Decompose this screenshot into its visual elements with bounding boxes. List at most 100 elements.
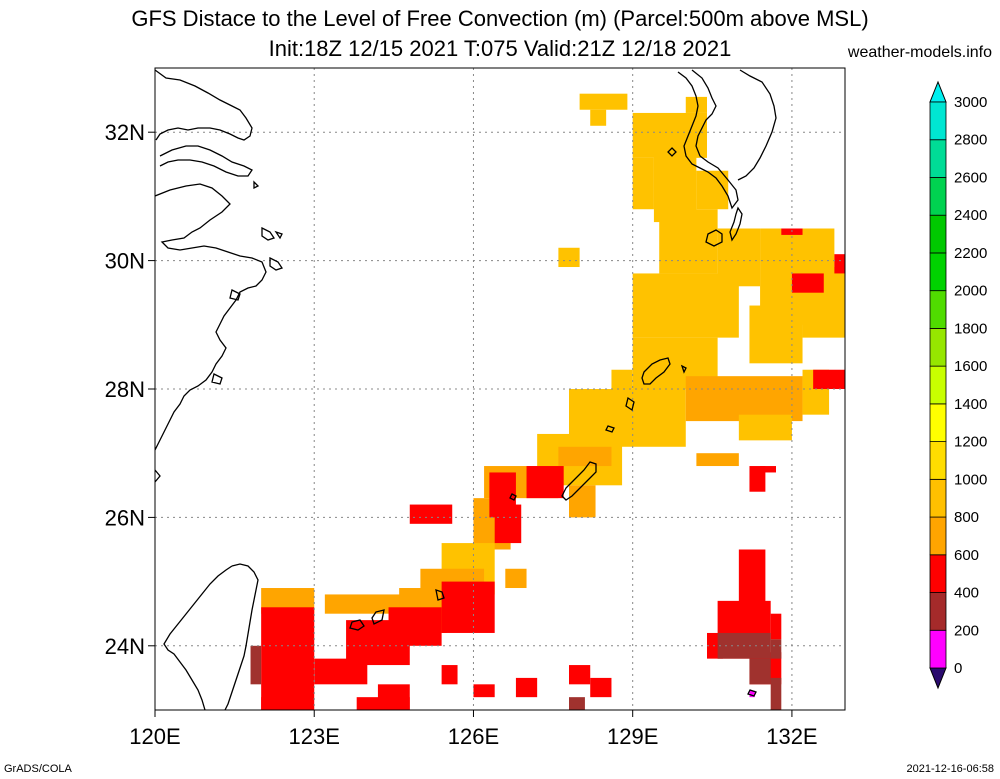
colorbar-segment: [929, 252, 947, 292]
colorbar-segment: [929, 327, 947, 367]
field-cell: [579, 93, 628, 110]
field-cell: [749, 305, 803, 364]
field-cell: [261, 697, 283, 710]
colorbar-segment: [929, 554, 947, 593]
colorbar-segment: [929, 139, 947, 178]
daito-island: [747, 689, 757, 697]
lat-tick-label: 32N: [105, 120, 145, 145]
field-cell: [515, 677, 538, 698]
colorbar-segment: [929, 290, 947, 329]
lon-tick-label: 120E: [129, 724, 180, 749]
colorbar-segment: [929, 365, 947, 405]
colorbar-label: 1000: [954, 471, 987, 488]
colorbar-label: 2600: [954, 169, 987, 186]
coastal-islands-4: [211, 373, 223, 385]
kikaijima: [680, 364, 687, 374]
colorbar-label: 600: [954, 547, 979, 564]
lat-tick-label: 26N: [105, 505, 145, 530]
colorbar-label: 3000: [954, 94, 987, 111]
kyushu-east-coast: [737, 69, 777, 181]
lat-tick-label: 24N: [105, 634, 145, 659]
amami-oshima: [641, 357, 671, 385]
yangtze-estuary: [159, 145, 253, 177]
colorbar-segment: [929, 592, 947, 631]
field-cell: [685, 96, 707, 113]
field-cell: [261, 607, 315, 710]
field-cell: [505, 568, 527, 589]
tanegashima: [729, 206, 743, 242]
field-cell: [770, 639, 782, 659]
coastal-islands-5: [253, 180, 260, 190]
field-cell: [473, 684, 495, 698]
field-cell: [770, 677, 782, 710]
okinoerabu: [605, 425, 615, 433]
field-cell: [590, 109, 607, 126]
field-cell: [749, 658, 771, 685]
lat-tick-label: 28N: [105, 377, 145, 402]
generation-timestamp: 2021-12-16-06:58: [906, 763, 994, 775]
colorbar-label: 200: [954, 622, 979, 639]
colorbar-segment: [929, 478, 947, 518]
colorbar-label: 1200: [954, 434, 987, 451]
china-coastline: [155, 69, 253, 141]
kyushu-coastline: [677, 69, 739, 210]
field-cell: [569, 485, 596, 518]
fujian-coast: [155, 469, 161, 483]
lon-tick-label: 132E: [766, 724, 817, 749]
field-cell: [834, 254, 845, 274]
field-cell: [409, 504, 453, 524]
coastal-islands-1: [261, 226, 276, 241]
miyako-island: [435, 589, 445, 601]
coastal-islands-6: [274, 230, 283, 240]
lon-tick-label: 126E: [448, 724, 499, 749]
colorbar-label: 2800: [954, 132, 987, 149]
field-cell: [802, 286, 845, 338]
field-cell: [749, 690, 755, 698]
koshiki-islands: [667, 147, 677, 157]
field-cell: [760, 466, 776, 473]
colorbar-label: 2000: [954, 283, 987, 300]
okinawa-island: [561, 461, 597, 501]
colorbar-label: 400: [954, 585, 979, 602]
colorbar-label: 1400: [954, 396, 987, 413]
field-cell: [770, 613, 782, 640]
colorbar-label: 2200: [954, 245, 987, 262]
field-cell: [738, 414, 792, 441]
field-cell: [813, 369, 845, 389]
field-cell: [659, 209, 718, 274]
field-cell: [632, 273, 739, 338]
colorbar-segment: [929, 403, 947, 443]
field-cell: [558, 446, 612, 467]
field-cell: [441, 665, 458, 685]
kume-island: [509, 493, 517, 501]
coastlines: [155, 69, 777, 710]
yakushima: [705, 229, 723, 247]
field-cell: [685, 376, 803, 422]
lon-tick-label: 129E: [607, 724, 658, 749]
chart-subtitle: Init:18Z 12/15 2021 T:075 Valid:21Z 12/1…: [268, 36, 732, 61]
field-cell: [569, 665, 591, 685]
colorbar-segment: [929, 441, 947, 480]
colorbar-segment: [929, 214, 947, 254]
field-cell: [526, 466, 564, 499]
lat-tick-label: 30N: [105, 249, 145, 274]
field-cell: [441, 581, 495, 633]
field-cell: [590, 677, 612, 698]
iriomote-island: [349, 619, 365, 631]
colorbar-label: 2400: [954, 207, 987, 224]
field-cell: [791, 273, 824, 293]
source-credit: weather-models.info: [847, 44, 992, 61]
taiwan-coastline: [163, 563, 259, 710]
colorbar-label: 0: [954, 660, 962, 677]
colorbar-segment: [929, 101, 947, 141]
colorbar-segment: [929, 516, 947, 556]
field-cell: [314, 658, 368, 685]
tokunoshima: [625, 396, 635, 412]
field-cell: [494, 504, 522, 544]
field-cell: [569, 697, 585, 710]
field-cell: [696, 170, 729, 210]
colorbar-segment: [929, 629, 947, 669]
field-cell: [250, 645, 262, 685]
map-axis-ticks: 120E 123E 126E 129E 132E 24N 26N 28N 30N 32N: [105, 120, 818, 749]
